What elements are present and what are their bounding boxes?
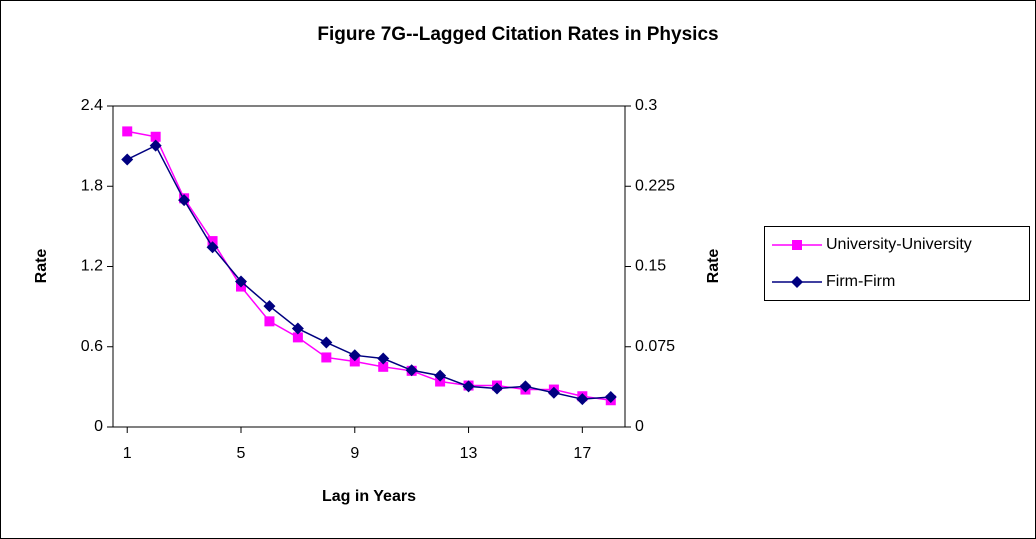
point [321,352,332,363]
legend-marker [792,240,802,250]
x-tick-label: 9 [350,445,359,462]
x-tick-label: 17 [573,445,591,462]
point [292,332,303,343]
point [122,126,133,137]
point [291,322,304,335]
x-axis-label: Lag in Years [322,488,416,505]
y-tick-label: 1.2 [81,258,103,275]
y-tick-label: 0.6 [81,338,103,355]
x-tick-label: 1 [123,445,132,462]
point [519,380,532,393]
x-tick-label: 5 [237,445,246,462]
y2-tick-label: 0.3 [635,97,657,114]
point [178,194,191,207]
y2-tick-label: 0.225 [635,177,675,194]
point [434,369,447,382]
point [235,275,247,288]
y2-axis-label: Rate [705,249,722,284]
point [576,393,589,406]
point [149,139,162,152]
y2-tick-label: 0 [635,418,644,435]
point [547,386,560,399]
y2-tick-label: 0.15 [635,258,666,275]
point [348,349,361,362]
point [206,241,219,254]
y-axis-label: Rate [33,249,50,284]
x-tick-label: 13 [460,445,478,462]
y-tick-label: 1.8 [81,177,103,194]
point [121,153,134,166]
y-tick-label: 2.4 [81,97,103,114]
point [491,382,503,395]
point [462,380,475,393]
y2-tick-label: 0.075 [635,338,675,355]
point [604,391,617,404]
legend [764,226,1030,301]
point [207,236,218,247]
point [263,300,276,313]
legend-marker [791,276,803,288]
legend-label: University-University [826,236,972,253]
point [378,361,389,372]
point [150,131,161,142]
chart-title: Figure 7G--Lagged Citation Rates in Phys… [317,24,718,45]
point [264,316,275,327]
point [405,364,418,377]
point [377,352,390,365]
y-tick-label: 0 [94,418,103,435]
legend-label: Firm-Firm [826,273,895,290]
point [349,356,360,367]
point [320,336,333,349]
